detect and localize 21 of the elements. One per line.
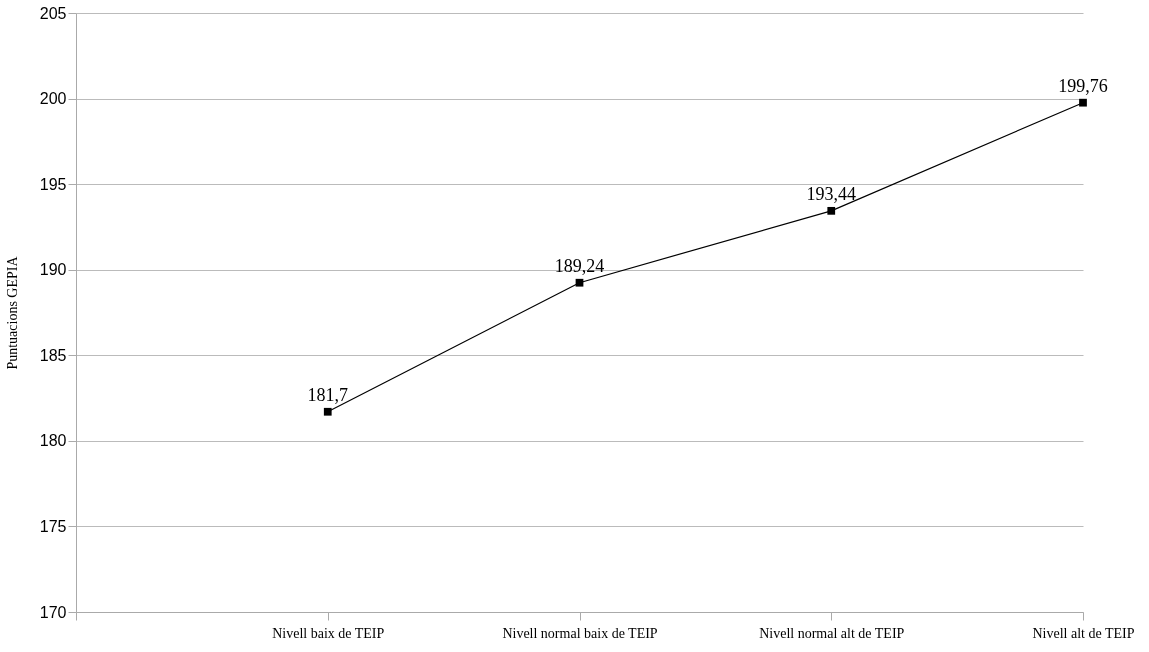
- point: [1079, 98, 1087, 107]
- x-tick-label: Nivell baix de TEIP: [272, 625, 385, 641]
- y-axis-title: Puntuacions GEPIA: [4, 255, 20, 370]
- x-tick-label: Nivell normal baix de TEIP: [502, 625, 658, 641]
- y-tick-label: 175: [39, 517, 67, 535]
- y-tick-label: 170: [39, 603, 67, 621]
- x-tick-label: Nivell normal alt de TEIP: [759, 625, 905, 641]
- data-label: 189,24: [554, 255, 605, 276]
- data-label: 199,76: [1058, 75, 1108, 96]
- y-tick-label: 185: [39, 346, 67, 364]
- data-label: 193,44: [806, 183, 856, 204]
- y-tick-label: 205: [39, 4, 67, 22]
- data-label: 181,7: [307, 384, 348, 405]
- point: [575, 278, 584, 287]
- y-tick-label: 200: [39, 90, 67, 108]
- point: [827, 206, 836, 215]
- y-tick-label: 180: [39, 432, 67, 450]
- x-tick-label: Nivell alt de TEIP: [1032, 625, 1135, 641]
- y-tick-label: 190: [39, 261, 67, 279]
- point: [323, 407, 332, 416]
- y-tick-label: 195: [39, 175, 67, 193]
